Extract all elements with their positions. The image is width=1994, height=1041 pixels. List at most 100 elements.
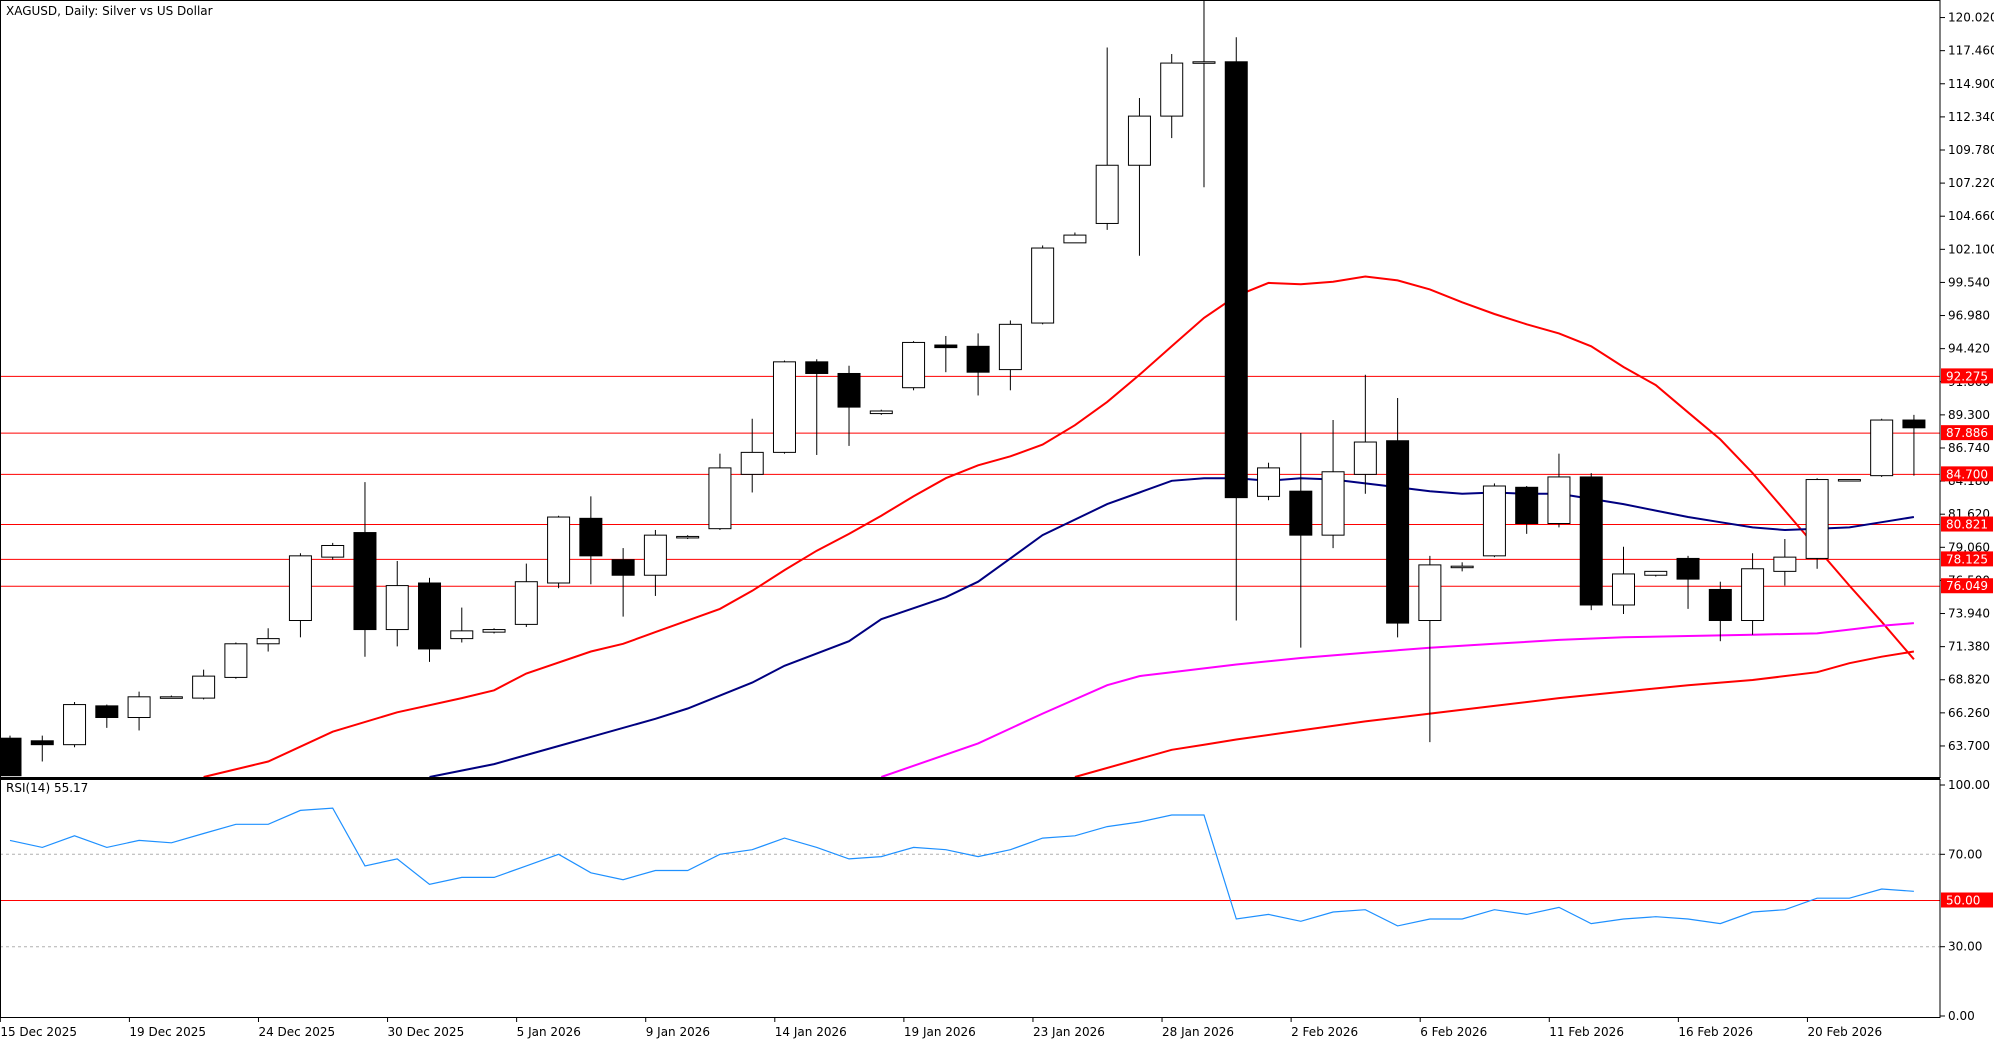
price-tick-label: 114.900 bbox=[1948, 77, 1994, 91]
price-tick-label: 86.740 bbox=[1948, 441, 1990, 455]
date-label: 24 Dec 2025 bbox=[258, 1025, 335, 1039]
candle-body bbox=[1418, 564, 1442, 622]
candle bbox=[514, 563, 538, 627]
candle-body bbox=[1644, 570, 1668, 576]
rsi-pane-frame bbox=[0, 779, 1941, 1018]
candle bbox=[1805, 478, 1829, 569]
date-label: 6 Feb 2026 bbox=[1420, 1025, 1487, 1039]
moving-average-line bbox=[1074, 650, 1915, 778]
date-label: 9 Jan 2026 bbox=[646, 1025, 710, 1039]
candle-body bbox=[934, 344, 958, 349]
candle bbox=[934, 335, 958, 373]
rsi-pane bbox=[0, 807, 1940, 948]
level-tag bbox=[1941, 368, 1993, 384]
candle bbox=[676, 535, 700, 540]
candle bbox=[224, 642, 248, 679]
date-label: 5 Jan 2026 bbox=[517, 1025, 581, 1039]
candle-body bbox=[1095, 164, 1119, 224]
level-tag bbox=[1941, 425, 1993, 441]
level-label: 76.049 bbox=[1946, 579, 1988, 593]
candle-body bbox=[450, 630, 474, 640]
date-label: 14 Jan 2026 bbox=[775, 1025, 847, 1039]
candle bbox=[837, 365, 861, 446]
candle bbox=[1160, 54, 1184, 139]
candle-body bbox=[1676, 557, 1700, 580]
candle bbox=[643, 529, 667, 596]
candle-body bbox=[902, 341, 926, 389]
level-tag bbox=[1941, 516, 1993, 532]
candle-body bbox=[1257, 467, 1281, 497]
candle bbox=[1353, 374, 1377, 494]
candle-body bbox=[514, 581, 538, 625]
candle bbox=[1741, 553, 1765, 635]
date-label: 20 Feb 2026 bbox=[1807, 1025, 1882, 1039]
candle bbox=[772, 360, 796, 454]
candle-body bbox=[288, 555, 312, 622]
rsi-tick-label: 0.00 bbox=[1948, 1009, 1975, 1023]
date-label: 19 Dec 2025 bbox=[129, 1025, 206, 1039]
candle-body bbox=[772, 361, 796, 453]
candle bbox=[998, 320, 1022, 391]
candle bbox=[579, 496, 603, 585]
level-tag bbox=[1941, 466, 1993, 482]
candle-body bbox=[1192, 61, 1216, 64]
candle bbox=[1644, 570, 1668, 577]
level-label: 87.886 bbox=[1946, 426, 1988, 440]
price-pane-frame bbox=[0, 0, 1941, 778]
candle bbox=[1612, 546, 1635, 615]
candle bbox=[1579, 473, 1603, 611]
candle-body bbox=[418, 582, 442, 650]
candle bbox=[1547, 453, 1571, 528]
level-label: 92.275 bbox=[1946, 369, 1988, 383]
price-tick-label: 99.540 bbox=[1948, 275, 1990, 289]
candle bbox=[740, 418, 764, 493]
candle-body bbox=[1031, 247, 1055, 324]
candle bbox=[95, 704, 119, 728]
candle bbox=[288, 553, 312, 638]
candle-body bbox=[482, 629, 506, 633]
price-tick-label: 107.220 bbox=[1948, 176, 1994, 190]
candle-body bbox=[0, 737, 22, 777]
candle-body bbox=[224, 643, 248, 678]
candle bbox=[1676, 555, 1700, 609]
rsi-tick-label: 70.00 bbox=[1948, 847, 1982, 861]
candle bbox=[1321, 420, 1345, 549]
candle bbox=[869, 409, 893, 415]
candle-body bbox=[1482, 485, 1506, 557]
candle-body bbox=[1160, 62, 1184, 117]
candle-body bbox=[321, 544, 345, 558]
candle-body bbox=[63, 704, 87, 746]
candle bbox=[192, 669, 216, 700]
candle bbox=[1708, 581, 1732, 642]
level-label: 80.821 bbox=[1946, 518, 1988, 532]
candle bbox=[1902, 414, 1926, 476]
candle-body bbox=[353, 532, 377, 631]
candle bbox=[321, 542, 345, 560]
candle-body bbox=[1708, 588, 1732, 622]
rsi-level-tag bbox=[1941, 892, 1993, 908]
rsi-line bbox=[9, 807, 1914, 927]
candle bbox=[1031, 245, 1055, 325]
candle-body bbox=[127, 696, 151, 719]
rsi-tick-label: 30.00 bbox=[1948, 940, 1982, 954]
price-pane bbox=[0, 0, 1940, 778]
date-label: 19 Jan 2026 bbox=[904, 1025, 976, 1039]
candle-body bbox=[1450, 565, 1474, 569]
candle-body bbox=[385, 585, 409, 631]
price-tick-label: 63.700 bbox=[1948, 739, 1990, 753]
candle-body bbox=[676, 535, 700, 539]
candle-body bbox=[1579, 476, 1603, 606]
candle bbox=[1224, 37, 1248, 621]
price-tick-label: 120.020 bbox=[1948, 11, 1994, 25]
candle-body bbox=[192, 675, 216, 699]
price-tick-label: 117.460 bbox=[1948, 44, 1994, 58]
candle-body bbox=[1741, 568, 1765, 622]
candle-body bbox=[643, 534, 667, 576]
candle bbox=[1192, 0, 1216, 188]
price-tick-label: 68.820 bbox=[1948, 673, 1990, 687]
date-label: 11 Feb 2026 bbox=[1549, 1025, 1624, 1039]
candle bbox=[353, 482, 377, 657]
candle bbox=[0, 735, 22, 777]
